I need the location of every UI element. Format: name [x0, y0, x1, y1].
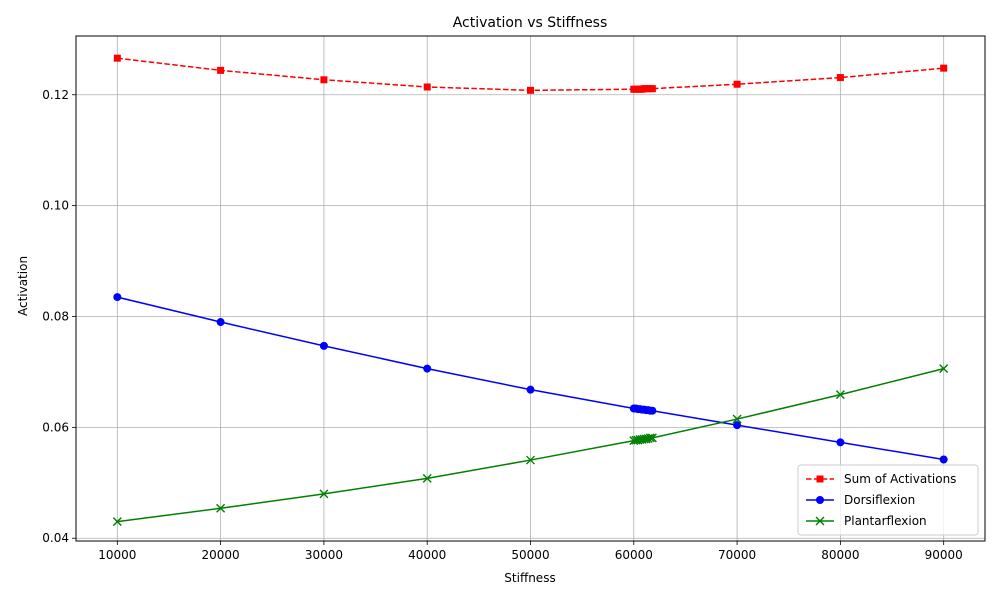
- data-point-plantarflexion: [732, 414, 742, 424]
- data-point-sum-of-activations: [648, 85, 656, 93]
- y-tick-label: 0.06: [42, 420, 69, 434]
- legend-marker: [815, 516, 825, 526]
- legend-item-sum-of-activations: Sum of Activations: [806, 472, 956, 486]
- data-point-sum-of-activations: [320, 76, 328, 84]
- data-point-plantarflexion: [319, 489, 329, 499]
- y-tick-label: 0.04: [42, 531, 69, 545]
- data-point-sum-of-activations: [423, 83, 431, 91]
- data-point-sum-of-activations: [733, 80, 741, 88]
- data-point-sum-of-activations: [217, 66, 225, 74]
- data-point-dorsiflexion: [648, 406, 657, 415]
- data-point-dorsiflexion: [939, 455, 948, 464]
- y-axis: 0.04 0.06 0.08 0.10 0.12: [42, 88, 76, 545]
- y-tick-label: 0.12: [42, 88, 69, 102]
- data-point-plantarflexion: [526, 455, 535, 465]
- data-point-plantarflexion: [835, 390, 845, 400]
- legend-item-dorsiflexion: Dorsiflexion: [806, 493, 915, 507]
- data-point-dorsiflexion: [423, 364, 432, 373]
- x-tick-label: 50000: [511, 548, 549, 562]
- legend-label: Sum of Activations: [844, 472, 956, 486]
- chart-title: Activation vs Stiffness: [453, 15, 608, 31]
- data-point-dorsiflexion: [319, 341, 328, 350]
- legend-label: Dorsiflexion: [844, 493, 915, 507]
- series-dorsiflexion: [113, 293, 948, 464]
- data-point-sum-of-activations: [940, 64, 948, 72]
- data-point-dorsiflexion: [526, 385, 535, 394]
- data-point-dorsiflexion: [216, 318, 225, 327]
- x-tick-label: 10000: [98, 548, 136, 562]
- x-tick-label: 20000: [202, 548, 240, 562]
- data-point-sum-of-activations: [527, 86, 534, 94]
- data-point-plantarflexion: [216, 503, 226, 513]
- data-point-dorsiflexion: [733, 421, 742, 430]
- x-tick-label: 80000: [821, 548, 859, 562]
- y-axis-title: Activation: [16, 256, 30, 316]
- x-axis-title: Stiffness: [504, 571, 555, 585]
- x-tick-label: 30000: [305, 548, 343, 562]
- x-tick-label: 70000: [718, 548, 756, 562]
- legend-label: Plantarflexion: [844, 514, 927, 528]
- legend-marker: [816, 496, 824, 504]
- data-point-plantarflexion: [939, 364, 949, 374]
- legend-box: [797, 464, 979, 536]
- legend: Sum of Activations Dorsiflexion Plantarfle…: [797, 464, 979, 536]
- x-tick-label: 40000: [408, 548, 446, 562]
- data-point-dorsiflexion: [113, 293, 122, 302]
- series-sum-of-activations: [113, 54, 948, 94]
- data-point-dorsiflexion: [836, 438, 845, 447]
- data-point-plantarflexion: [647, 433, 657, 443]
- series-plantarflexion: [112, 364, 949, 527]
- data-point-plantarflexion: [112, 517, 122, 527]
- data-point-plantarflexion: [645, 433, 655, 443]
- data-point-sum-of-activations: [836, 74, 844, 82]
- series-line-plantarflexion: [117, 367, 944, 523]
- x-axis: 10000 20000 30000 40000 50000 60000 70000 80000…: [98, 541, 963, 562]
- grid-lines: [76, 36, 985, 541]
- legend-marker: [816, 475, 824, 483]
- series-layer: [112, 54, 949, 527]
- data-point-plantarflexion: [422, 473, 432, 483]
- x-tick-label: 60000: [615, 548, 653, 562]
- y-tick-label: 0.10: [42, 199, 69, 213]
- legend-item-plantarflexion: Plantarflexion: [806, 514, 927, 528]
- x-tick-label: 90000: [925, 548, 963, 562]
- y-tick-label: 0.08: [42, 309, 69, 323]
- data-point-sum-of-activations: [113, 54, 121, 62]
